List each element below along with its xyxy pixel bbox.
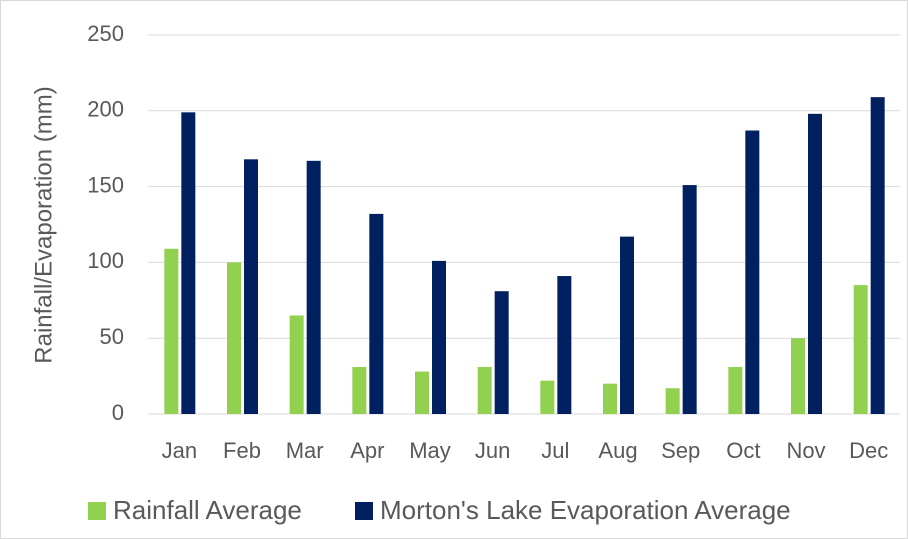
- bar: [745, 130, 760, 414]
- x-tick-label: Nov: [786, 438, 825, 463]
- x-tick-label: Mar: [286, 438, 324, 463]
- bar: [181, 112, 196, 414]
- x-tick-label: Jul: [541, 438, 569, 463]
- x-tick-label: May: [409, 438, 451, 463]
- bar: [540, 380, 555, 414]
- bar: [682, 185, 697, 414]
- bar: [557, 276, 572, 414]
- x-tick-label: Feb: [223, 438, 261, 463]
- bar: [853, 285, 868, 414]
- bar: [306, 160, 321, 414]
- bar: [870, 97, 885, 414]
- bar: [808, 113, 822, 414]
- bar: [164, 248, 179, 414]
- bar: [415, 371, 429, 414]
- y-tick-label: 100: [87, 248, 124, 273]
- bar: [665, 388, 680, 414]
- x-tick-label: Apr: [350, 438, 384, 463]
- bar: [352, 367, 367, 414]
- y-tick-label: 0: [112, 400, 124, 425]
- x-tick-label: Dec: [849, 438, 888, 463]
- bar: [494, 291, 509, 414]
- legend-swatch: [355, 502, 373, 520]
- bar: [227, 262, 241, 414]
- x-tick-label: Aug: [598, 438, 637, 463]
- y-tick-label: 50: [100, 324, 124, 349]
- bar: [244, 159, 258, 414]
- bar: [728, 367, 743, 414]
- legend-label: Morton's Lake Evaporation Average: [380, 495, 791, 525]
- bar: [432, 260, 446, 414]
- bar: [369, 213, 384, 414]
- y-tick-label: 200: [87, 97, 124, 122]
- bar: [289, 315, 304, 414]
- bar: [603, 383, 617, 414]
- y-tick-label: 150: [87, 172, 124, 197]
- y-tick-label: 250: [87, 21, 124, 46]
- bar: [620, 236, 634, 414]
- legend-swatch: [88, 502, 106, 520]
- y-axis-label: Rainfall/Evaporation (mm): [30, 86, 57, 363]
- x-tick-label: Jan: [162, 438, 197, 463]
- x-tick-label: Sep: [661, 438, 700, 463]
- x-tick-label: Oct: [726, 438, 760, 463]
- bar: [791, 338, 805, 414]
- x-tick-label: Jun: [475, 438, 510, 463]
- bar: [477, 367, 492, 414]
- legend-label: Rainfall Average: [113, 495, 302, 525]
